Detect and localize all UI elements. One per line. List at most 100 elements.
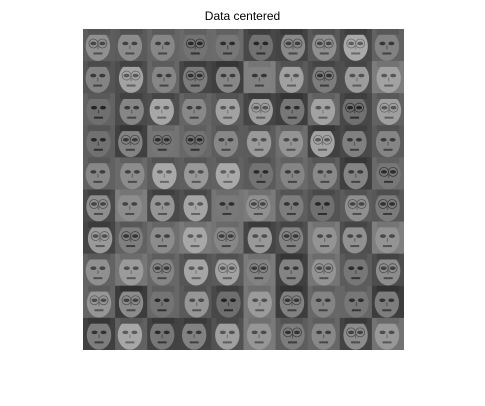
face-tile xyxy=(243,61,277,94)
face-tile xyxy=(211,253,244,287)
face-tile xyxy=(179,221,212,255)
face-tile xyxy=(339,29,373,62)
face-tile xyxy=(243,29,277,62)
face-tile xyxy=(371,221,404,255)
face-tile xyxy=(83,189,116,223)
face-tile xyxy=(115,29,148,62)
face-tile xyxy=(339,285,373,319)
face-tile xyxy=(211,29,244,62)
face-tile xyxy=(339,125,373,158)
face-tile xyxy=(275,61,309,94)
face-tile xyxy=(179,317,212,350)
face-tile xyxy=(243,157,277,190)
face-tile xyxy=(83,157,116,190)
face-tile xyxy=(115,221,148,255)
face-tile xyxy=(83,253,116,287)
face-tile xyxy=(243,93,277,126)
face-tile xyxy=(243,285,277,319)
face-tile xyxy=(307,93,341,126)
face-tile xyxy=(211,189,244,223)
face-tile xyxy=(115,125,148,158)
face-tile xyxy=(179,285,212,319)
face-tile xyxy=(275,285,309,319)
face-tile xyxy=(211,93,244,126)
face-tile xyxy=(307,29,341,62)
face-tile xyxy=(243,125,277,158)
face-montage-image xyxy=(83,29,404,350)
face-tile xyxy=(179,157,212,190)
face-tile xyxy=(307,317,341,350)
face-tile xyxy=(115,93,148,126)
face-tile xyxy=(371,157,404,190)
face-tile xyxy=(83,93,116,126)
face-tile xyxy=(147,189,180,223)
face-tile xyxy=(147,157,180,190)
face-tile xyxy=(307,285,341,319)
face-tile xyxy=(243,317,277,350)
face-tile xyxy=(307,221,341,255)
face-tile xyxy=(307,189,341,223)
face-tile xyxy=(275,253,309,287)
face-tile xyxy=(339,157,373,190)
face-tile xyxy=(371,189,404,223)
face-tile xyxy=(179,93,212,126)
face-tile xyxy=(211,221,244,255)
face-tile xyxy=(83,125,116,158)
face-tile xyxy=(115,285,148,319)
face-tile xyxy=(275,125,309,158)
face-tile xyxy=(275,189,309,223)
face-tile xyxy=(147,285,180,319)
face-tile xyxy=(179,29,212,62)
face-tile xyxy=(339,253,373,287)
face-tile xyxy=(307,125,341,158)
face-tile xyxy=(83,29,116,62)
face-tile xyxy=(371,61,404,94)
face-tile xyxy=(115,157,148,190)
face-montage-canvas xyxy=(83,29,404,350)
face-tile xyxy=(371,253,404,287)
face-tile xyxy=(307,253,341,287)
face-tile xyxy=(371,285,404,319)
face-tile xyxy=(275,317,309,350)
face-tile xyxy=(179,125,212,158)
face-tile xyxy=(275,221,309,255)
face-tile xyxy=(147,317,180,350)
face-tile xyxy=(115,189,148,223)
face-tile xyxy=(115,253,148,287)
face-tile xyxy=(147,29,180,62)
face-tile xyxy=(371,125,404,158)
face-tile xyxy=(275,29,309,62)
face-tile xyxy=(371,29,404,62)
face-tile xyxy=(339,189,373,223)
face-tile xyxy=(179,253,212,287)
face-tile xyxy=(115,317,148,350)
face-tile xyxy=(211,61,244,94)
face-tile xyxy=(147,125,180,158)
face-tile xyxy=(275,93,309,126)
face-tile xyxy=(211,317,244,350)
face-tile xyxy=(147,253,180,287)
figure-title: Data centered xyxy=(204,9,281,23)
face-tile xyxy=(339,317,373,350)
face-tile xyxy=(147,61,180,94)
face-tile xyxy=(371,317,404,350)
face-tile xyxy=(339,61,373,94)
face-tile xyxy=(83,61,116,94)
face-tile xyxy=(243,189,277,223)
face-tile xyxy=(147,93,180,126)
face-tile xyxy=(83,317,116,350)
face-tile xyxy=(307,157,341,190)
face-tile xyxy=(83,221,116,255)
face-tile xyxy=(307,61,341,94)
face-tile xyxy=(147,221,180,255)
face-tile xyxy=(211,285,244,319)
face-tile xyxy=(243,253,277,287)
face-tile xyxy=(371,93,404,126)
face-tile xyxy=(83,285,116,319)
face-tile xyxy=(339,221,373,255)
face-tile xyxy=(115,61,148,94)
face-tile xyxy=(211,125,244,158)
face-tile xyxy=(275,157,309,190)
face-tile xyxy=(339,93,373,126)
face-tile xyxy=(179,189,212,223)
